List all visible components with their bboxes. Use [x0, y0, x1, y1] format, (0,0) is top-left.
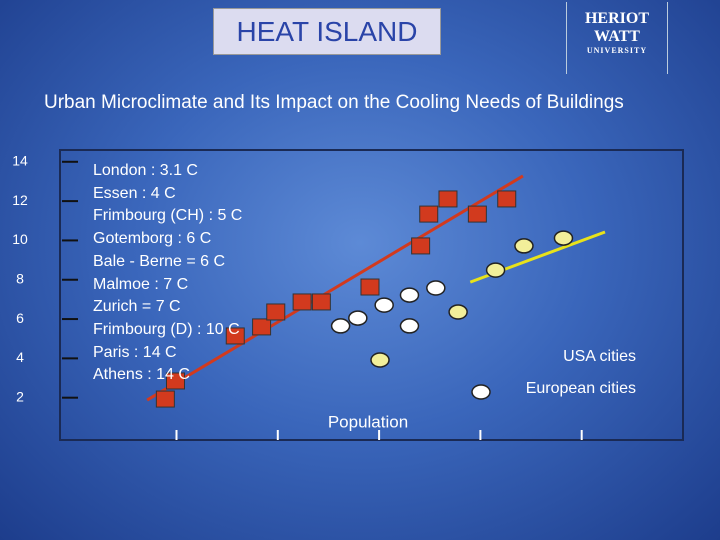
point [155, 390, 175, 408]
logo-text: HERIOT [584, 10, 649, 27]
point [399, 318, 420, 334]
point [419, 205, 439, 223]
point [448, 304, 468, 320]
trend-line [146, 174, 524, 402]
y-tick-label: 4 [16, 349, 24, 365]
logo-text: WATT [594, 28, 640, 45]
y-tick-label: 2 [16, 388, 24, 404]
point [330, 318, 351, 334]
subtitle: Urban Microclimate and Its Impact on the… [44, 92, 624, 113]
note: Frimbourg (CH) : 5 C [93, 207, 243, 225]
note: Gotemborg : 6 C [93, 230, 212, 248]
point [514, 238, 534, 254]
note: Essen : 4 C [93, 184, 176, 202]
note: Bale - Berne = 6 C [93, 252, 226, 270]
note: Malmoe : 7 C [93, 275, 189, 293]
point [467, 205, 487, 223]
plot-frame [59, 149, 684, 441]
y-tick-label: 12 [12, 192, 28, 208]
legend-marker [370, 352, 390, 368]
legend-marker [471, 384, 491, 400]
y-tick-label: 6 [16, 310, 24, 326]
note: Paris : 14 C [93, 343, 177, 361]
x-axis-label: Population [328, 412, 408, 431]
point [497, 190, 517, 208]
note: Zurich = 7 C [93, 298, 181, 316]
point [426, 280, 446, 296]
point [266, 303, 286, 321]
slide-title: HEAT ISLAND [213, 8, 441, 55]
logo: HERIOT WATT UNIVERSITY [566, 2, 668, 74]
note: Frimbourg (D) : 10 C [93, 320, 240, 338]
point [165, 372, 185, 390]
point [360, 278, 380, 296]
point [399, 287, 420, 303]
point [348, 310, 368, 326]
point [311, 293, 331, 311]
y-tick-label: 8 [16, 270, 24, 286]
point [553, 230, 574, 246]
point [374, 297, 394, 313]
note: Athens : 14 C [93, 366, 190, 384]
y-tick-label: 10 [12, 231, 28, 247]
logo-text: UNIVERSITY [586, 46, 648, 55]
legend-label: European cities [526, 380, 636, 397]
point [438, 190, 458, 208]
point [411, 237, 431, 255]
point [485, 262, 506, 278]
point [292, 293, 312, 311]
point [225, 327, 245, 345]
notes: London : 3.1 C Essen : 4 C Frimbourg (CH) … [93, 160, 242, 387]
note: London : 3.1 C [93, 162, 198, 179]
point [252, 318, 272, 336]
y-tick-label: 14 [12, 152, 28, 168]
legend-label: USA cities [563, 348, 636, 365]
